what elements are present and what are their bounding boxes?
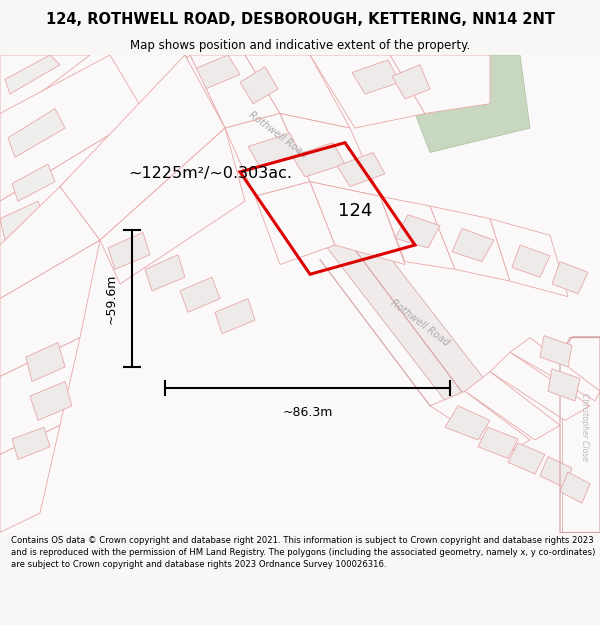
Text: 124, ROTHWELL ROAD, DESBOROUGH, KETTERING, NN14 2NT: 124, ROTHWELL ROAD, DESBOROUGH, KETTERIN…	[46, 12, 554, 27]
Polygon shape	[108, 232, 150, 269]
Polygon shape	[215, 299, 255, 334]
Polygon shape	[292, 142, 345, 177]
Text: Contains OS data © Crown copyright and database right 2021. This information is : Contains OS data © Crown copyright and d…	[11, 536, 595, 569]
Polygon shape	[490, 352, 590, 421]
Polygon shape	[390, 55, 490, 114]
Polygon shape	[512, 245, 550, 277]
Polygon shape	[490, 219, 568, 297]
Polygon shape	[0, 240, 100, 377]
Polygon shape	[337, 152, 385, 186]
Text: ~1225m²/~0.303ac.: ~1225m²/~0.303ac.	[128, 166, 292, 181]
Polygon shape	[0, 55, 145, 201]
Polygon shape	[310, 55, 425, 128]
Polygon shape	[5, 55, 60, 94]
Text: ~59.6m: ~59.6m	[105, 273, 118, 324]
Polygon shape	[0, 186, 100, 299]
Polygon shape	[0, 201, 45, 240]
Polygon shape	[30, 381, 72, 421]
Polygon shape	[60, 55, 225, 240]
Polygon shape	[0, 55, 600, 532]
Polygon shape	[392, 65, 430, 99]
Polygon shape	[248, 133, 300, 167]
Polygon shape	[325, 238, 505, 414]
Polygon shape	[548, 369, 580, 401]
Polygon shape	[430, 206, 510, 281]
Polygon shape	[60, 55, 225, 240]
Polygon shape	[225, 114, 310, 196]
Polygon shape	[310, 182, 405, 264]
Polygon shape	[8, 109, 65, 158]
Polygon shape	[400, 55, 530, 152]
Polygon shape	[0, 338, 80, 454]
Polygon shape	[452, 229, 494, 262]
Polygon shape	[145, 255, 185, 291]
Polygon shape	[430, 391, 530, 454]
Polygon shape	[560, 472, 590, 503]
Polygon shape	[552, 262, 588, 294]
Polygon shape	[193, 55, 240, 89]
Text: 124: 124	[338, 202, 372, 220]
Polygon shape	[445, 406, 490, 440]
Polygon shape	[100, 128, 245, 284]
Polygon shape	[12, 164, 55, 201]
Polygon shape	[508, 443, 545, 474]
Polygon shape	[352, 60, 400, 94]
Polygon shape	[255, 182, 335, 264]
Polygon shape	[195, 55, 375, 240]
Polygon shape	[540, 336, 572, 367]
Text: ~86.3m: ~86.3m	[283, 406, 332, 419]
Polygon shape	[540, 456, 572, 488]
Text: Rothwell Road: Rothwell Road	[247, 110, 309, 160]
Polygon shape	[180, 277, 220, 312]
Polygon shape	[12, 428, 50, 459]
Text: Rothwell Road: Rothwell Road	[389, 298, 451, 348]
Polygon shape	[0, 114, 145, 299]
Polygon shape	[0, 245, 35, 279]
Polygon shape	[280, 114, 380, 196]
Polygon shape	[478, 428, 518, 459]
Polygon shape	[510, 338, 600, 401]
Text: Christopher Close: Christopher Close	[581, 393, 589, 461]
Polygon shape	[245, 55, 350, 128]
Polygon shape	[562, 336, 600, 532]
Polygon shape	[395, 215, 440, 248]
Polygon shape	[380, 196, 455, 269]
Polygon shape	[0, 55, 90, 123]
Polygon shape	[0, 425, 60, 532]
Polygon shape	[465, 372, 560, 440]
Text: Map shows position and indicative extent of the property.: Map shows position and indicative extent…	[130, 39, 470, 51]
Polygon shape	[26, 342, 65, 381]
Polygon shape	[240, 67, 278, 104]
Polygon shape	[190, 55, 280, 128]
